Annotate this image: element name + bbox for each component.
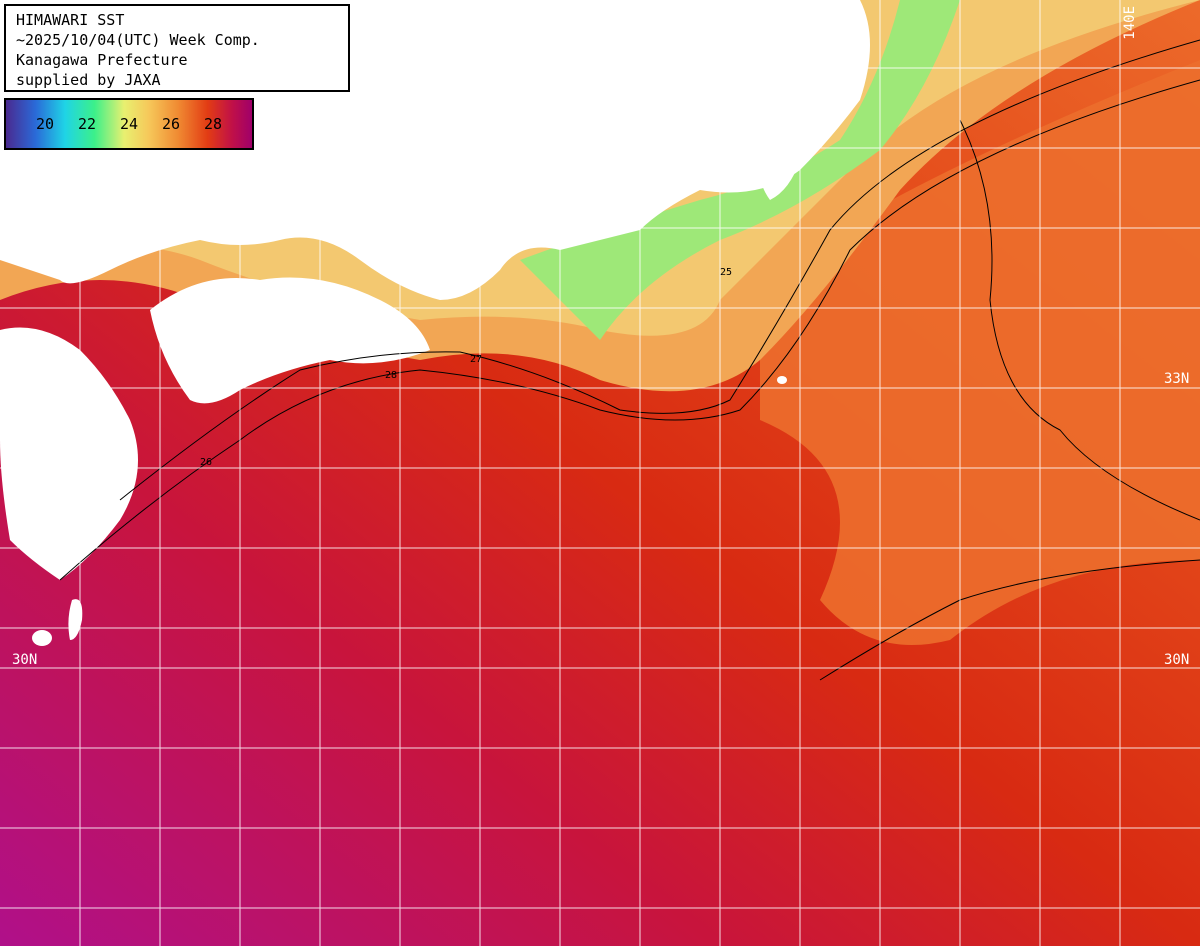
map-title-box: HIMAWARI SST ~2025/10/04(UTC) Week Comp.… bbox=[4, 4, 350, 92]
colorbar-tick: 24 bbox=[120, 115, 138, 133]
sst-colorbar: 20 22 24 26 28 bbox=[4, 98, 254, 150]
lat-label-33n-right: 33N bbox=[1164, 371, 1189, 387]
lat-label-30n-right: 30N bbox=[1164, 652, 1189, 668]
colorbar-tick: 20 bbox=[36, 115, 54, 133]
land-island-yakushima bbox=[32, 630, 52, 646]
land-island-hachijo bbox=[777, 376, 787, 384]
title-line: supplied by JAXA bbox=[16, 70, 338, 90]
colorbar-tick: 22 bbox=[78, 115, 96, 133]
title-line: Kanagawa Prefecture bbox=[16, 50, 338, 70]
colorbar-tick: 26 bbox=[162, 115, 180, 133]
contour-label: 28 bbox=[385, 370, 397, 381]
contour-label: 25 bbox=[720, 267, 732, 278]
colorbar-tick: 28 bbox=[204, 115, 222, 133]
contour-label: 27 bbox=[470, 354, 482, 365]
lon-label-136e: 136E bbox=[482, 6, 498, 40]
lat-label-30n-left: 30N bbox=[12, 652, 37, 668]
contour-label: 26 bbox=[200, 457, 212, 468]
lon-label-140e: 140E bbox=[1122, 6, 1138, 40]
title-line: ~2025/10/04(UTC) Week Comp. bbox=[16, 30, 338, 50]
title-line: HIMAWARI SST bbox=[16, 10, 338, 30]
